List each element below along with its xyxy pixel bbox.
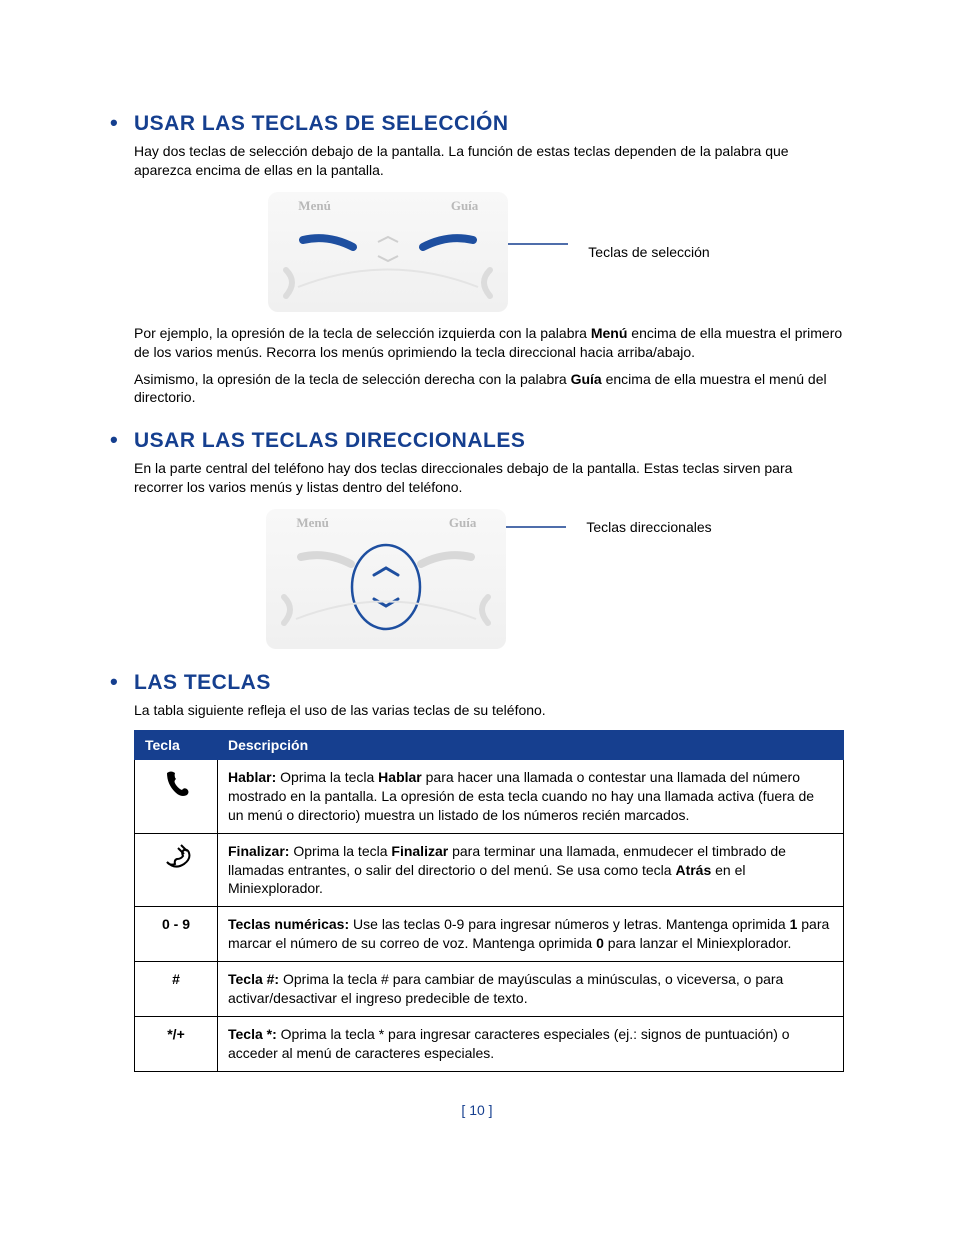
key-cell: */+	[135, 1016, 218, 1071]
section-heading-directional-keys: USAR LAS TECLAS DIRECCIONALES	[110, 429, 844, 453]
callout-label: Teclas direccionales	[586, 519, 711, 535]
key-cell	[135, 760, 218, 834]
page-number: [ 10 ]	[110, 1102, 844, 1118]
paragraph-text: En la parte central del teléfono hay dos…	[134, 459, 844, 497]
table-row: # Tecla #: Oprima la tecla # para cambia…	[135, 962, 844, 1017]
desc-cell: Tecla #: Oprima la tecla # para cambiar …	[218, 962, 844, 1017]
figure-directional-keys: Menú Guía Teclas direccionales	[134, 509, 844, 649]
table-row: Finalizar: Oprima la tecla Finalizar par…	[135, 833, 844, 907]
table-row: Hablar: Oprima la tecla Hablar para hace…	[135, 760, 844, 834]
figure-selection-keys: Menú Guía Teclas de selección	[134, 192, 844, 312]
paragraph-text: La tabla siguiente refleja el uso de las…	[134, 701, 844, 720]
callout-label: Teclas de selección	[588, 244, 709, 260]
phone-diagram: Menú Guía	[266, 509, 506, 649]
desc-cell: Teclas numéricas: Use las teclas 0-9 par…	[218, 907, 844, 962]
key-cell: 0 - 9	[135, 907, 218, 962]
section-heading-the-keys: LAS TECLAS	[110, 671, 844, 695]
section-heading-selection-keys: USAR LAS TECLAS DE SELECCIÓN	[110, 112, 844, 136]
key-cell: #	[135, 962, 218, 1017]
table-row: */+ Tecla *: Oprima la tecla * para ingr…	[135, 1016, 844, 1071]
paragraph-text: Hay dos teclas de selección debajo de la…	[134, 142, 844, 180]
desc-cell: Finalizar: Oprima la tecla Finalizar par…	[218, 833, 844, 907]
desc-cell: Tecla *: Oprima la tecla * para ingresar…	[218, 1016, 844, 1071]
end-icon	[161, 842, 191, 875]
keys-table: Tecla Descripción Hablar: Oprima la tecl…	[134, 730, 844, 1072]
key-cell	[135, 833, 218, 907]
paragraph-text: Por ejemplo, la opresión de la tecla de …	[134, 324, 844, 362]
table-row: 0 - 9 Teclas numéricas: Use las teclas 0…	[135, 907, 844, 962]
table-header-key: Tecla	[135, 731, 218, 760]
desc-cell: Hablar: Oprima la tecla Hablar para hace…	[218, 760, 844, 834]
paragraph-text: Asimismo, la opresión de la tecla de sel…	[134, 370, 844, 408]
table-header-row: Tecla Descripción	[135, 731, 844, 760]
table-header-desc: Descripción	[218, 731, 844, 760]
phone-diagram: Menú Guía	[268, 192, 508, 312]
talk-icon	[161, 768, 191, 801]
